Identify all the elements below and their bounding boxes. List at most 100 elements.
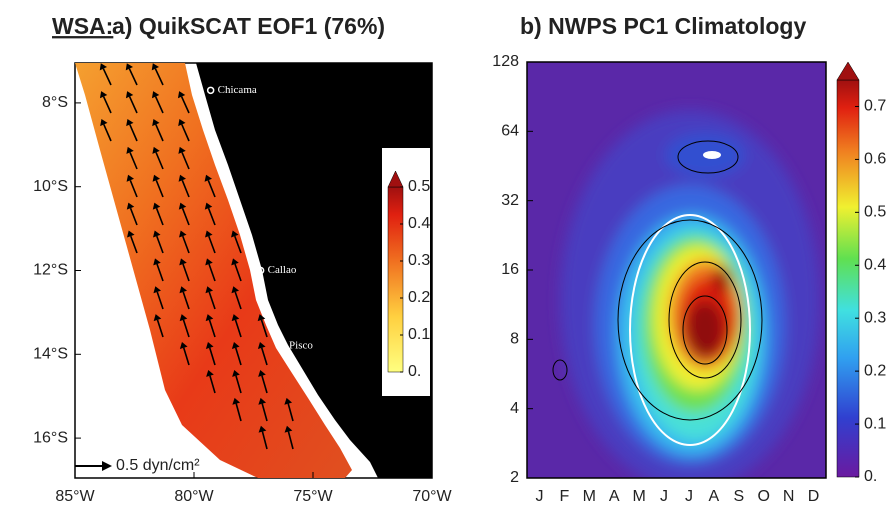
arrow-head [284, 425, 293, 433]
arrow-head [152, 174, 161, 182]
colorbar-extend [387, 170, 404, 188]
arrow [260, 347, 268, 366]
colorbar-extend [836, 61, 860, 81]
arrow-head [178, 118, 186, 127]
arrow-head [126, 174, 135, 182]
y-tick-label: 14°S [33, 346, 68, 363]
scale-label: 0.5 dyn/cm² [116, 457, 200, 474]
y-tick-label: 10°S [33, 178, 68, 195]
arrow [181, 179, 190, 198]
arrow [261, 375, 268, 394]
arrow-head [257, 342, 266, 349]
arrow [154, 96, 164, 114]
arrow [261, 431, 268, 450]
x-tick-label: A [609, 488, 620, 505]
x-tick-label: O [757, 488, 769, 505]
colorbar-label: 0.5 [864, 204, 886, 221]
arrow [182, 347, 190, 366]
arrow-head [177, 91, 186, 99]
x-tick-label: 70°W [412, 488, 452, 505]
arrow [208, 235, 216, 254]
x-tick-label: M [632, 488, 645, 505]
arrow [261, 403, 268, 422]
arrow-head [152, 146, 160, 154]
field [75, 63, 352, 478]
arrow-head [99, 91, 108, 99]
arrow [156, 319, 164, 338]
arrow [182, 235, 190, 254]
arrow [182, 291, 190, 310]
arrow [235, 375, 242, 394]
arrow [181, 124, 190, 142]
arrow-head [205, 258, 213, 266]
colorbar-label: 0.2 [864, 362, 886, 379]
arrow-head [153, 258, 161, 266]
x-tick-label: F [559, 488, 569, 505]
arrow-head [99, 63, 107, 71]
arrow-head [179, 230, 187, 238]
arrow-head [205, 314, 214, 322]
x-tick-label: D [808, 488, 820, 505]
colorbar [836, 79, 860, 478]
x-tick-label: J [685, 488, 693, 505]
y-tick-label: 12°S [33, 262, 68, 279]
contour-field [527, 62, 826, 478]
x-tick-label: 75°W [293, 488, 333, 505]
x-tick-label: A [709, 488, 720, 505]
arrow-head [153, 286, 162, 294]
colorbar-label: 0.6 [864, 151, 886, 168]
colorbar-label: 0.1 [408, 326, 430, 343]
arrow-head [179, 258, 187, 266]
arrow [287, 431, 294, 450]
chart-title: b) NWPS PC1 Climatology [520, 13, 806, 39]
x-tick-label: M [583, 488, 596, 505]
arrow-head [152, 118, 160, 127]
arrow [208, 291, 216, 310]
scale-arrow [75, 461, 112, 471]
arrow [181, 152, 190, 170]
arrow [234, 235, 242, 254]
y-tick-label: 4 [510, 400, 519, 417]
arrow-head [151, 63, 159, 71]
arrow [128, 68, 138, 86]
x-tick-label: S [733, 488, 744, 505]
arrow [234, 319, 242, 338]
colorbar-label: 0. [408, 363, 421, 380]
arrow [156, 291, 164, 310]
arrow [207, 207, 216, 226]
arrow [103, 124, 112, 142]
arrow-head [125, 63, 133, 71]
colorbar-label: 0.7 [864, 98, 886, 115]
arrow-head [205, 230, 213, 238]
arrow-head [179, 314, 188, 322]
arrow [260, 319, 268, 338]
arrow [182, 319, 190, 338]
arrow-head [284, 397, 293, 405]
arrow-head [153, 230, 161, 238]
arrow-head [178, 202, 187, 210]
arrow-head [126, 202, 135, 210]
colorbar-label: 0.4 [408, 215, 430, 232]
arrow [287, 403, 294, 422]
colorbar-label: 0.3 [864, 309, 886, 326]
arrow-head [126, 118, 134, 127]
colorbar-label: 0.3 [408, 252, 430, 269]
y-tick-label: 128 [492, 53, 519, 70]
arrow-head [205, 342, 214, 349]
arrow-head [178, 146, 186, 154]
x-tick-label: 85°W [55, 488, 95, 505]
arrow-head [152, 202, 161, 210]
y-tick-label: 16 [501, 261, 519, 278]
arrow [156, 263, 164, 282]
y-tick-label: 2 [510, 469, 519, 486]
place-label: Callao [268, 264, 297, 276]
y-tick-label: 64 [501, 123, 519, 140]
colorbar [387, 186, 404, 373]
place-label: Chicama [218, 84, 257, 96]
arrow-head [100, 118, 108, 127]
arrow [209, 375, 216, 394]
place-label: Pisco [289, 339, 313, 351]
place-marker [256, 266, 265, 275]
arrow [129, 207, 138, 226]
arrow [129, 152, 138, 170]
